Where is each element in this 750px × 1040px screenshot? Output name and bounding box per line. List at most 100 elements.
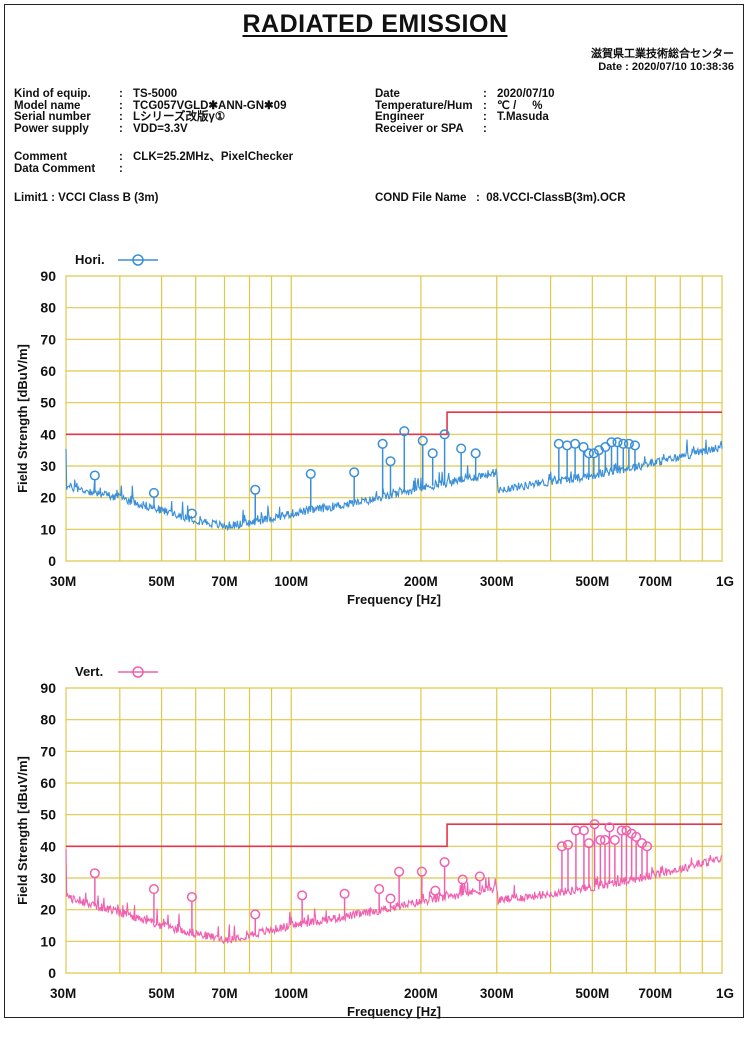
x-tick-label: 1G [716,574,734,589]
y-axis-label: Field Strength [dBuV/m] [15,344,30,493]
y-tick-label: 0 [48,965,56,981]
y-tick-label: 0 [48,553,56,569]
meta-value: TCG057VGLD✱ANN-GN✱09 [133,99,287,112]
y-tick-label: 90 [40,268,56,284]
organization-header: 滋賀県工業技術総合センター Date : 2020/07/10 10:38:36 [591,48,734,74]
peak-marker [457,874,468,885]
y-tick-label: 40 [40,426,56,442]
page-frame [4,4,744,1018]
peak-marker [595,834,606,846]
peak-marker [583,448,594,459]
peak-marker [250,909,261,920]
y-tick-label: 10 [40,933,56,949]
legend-marker [132,254,144,266]
meta-value: VDD=3.3V [133,122,188,135]
peak-marker [583,838,594,849]
peak-marker [439,857,450,868]
x-tick-label: 700M [638,986,672,1001]
peak-marker [89,868,100,879]
limit-info: Limit1 : VCCI Class B (3m) [14,192,159,204]
x-tick-label: 200M [404,574,438,589]
peak-marker [305,468,316,479]
peak-marker [186,508,197,519]
peak-marker [616,825,627,836]
meta-row-temperature: Temperature/Hum: ℃ / % [375,99,543,112]
peak-marker [556,841,567,852]
test-info: Date:2020/07/10 Temperature/Hum: ℃ / % En… [375,88,555,135]
measurement-trace [65,848,723,945]
x-tick-label: 70M [211,986,237,1001]
y-tick-label: 70 [40,743,56,759]
peak-marker [456,443,467,454]
x-axis-label: Frequency [Hz] [347,1004,441,1019]
peak-marker [385,456,396,467]
x-tick-label: 100M [274,986,308,1001]
peak-marker [609,834,620,846]
x-tick-label: 500M [575,986,609,1001]
y-tick-label: 30 [40,458,56,474]
peak-marker [394,866,405,877]
legend-label: Vert. [75,664,103,679]
meta-key: Power supply [14,122,89,135]
x-tick-label: 300M [480,986,514,1001]
peak-marker [562,839,574,850]
y-tick-label: 70 [40,331,56,347]
peak-marker [570,438,581,449]
y-tick-label: 20 [40,902,56,918]
meta-value: ℃ / % [497,99,543,112]
peak-marker [604,822,615,833]
x-axis-label: Frequency [Hz] [347,592,441,607]
meta-row-comment: Comment: CLK=25.2MHz、PixelChecker [14,151,294,163]
measurement-trace [65,439,723,532]
meta-key: Data Comment [14,162,96,175]
peak-marker [339,888,350,899]
peak-marker [578,441,589,453]
x-tick-label: 30M [50,986,76,1001]
x-tick-label: 300M [480,574,514,589]
meta-row-date: Date:2020/07/10 [375,88,555,100]
y-tick-label: 30 [40,870,56,886]
meta-row-power: Power supply: VDD=3.3V [14,122,188,135]
meta-key: Date [375,88,400,100]
y-tick-label: 90 [40,680,56,696]
meta-key: Model name [14,99,81,112]
peak-marker [148,487,159,498]
x-tick-label: 50M [148,986,174,1001]
meta-row-serial: Serial number: Lシリーズ改版γ① [14,111,226,123]
meta-key: Comment [14,151,68,163]
meta-key: Serial number [14,111,91,123]
limit-value: VCCI Class B (3m) [58,192,159,204]
peak-marker [417,435,428,446]
peak-marker [588,448,599,459]
peak-marker [427,448,438,459]
peak-marker [349,467,360,478]
peak-marker [439,429,450,440]
y-tick-label: 20 [40,490,56,506]
y-axis-label: Field Strength [dBuV/m] [15,756,30,905]
comment-info: Comment: CLK=25.2MHz、PixelChecker Data Co… [14,151,294,175]
legend-label: Hori. [75,252,105,267]
peak-marker [623,438,634,449]
y-tick-label: 10 [40,521,56,537]
peak-marker [606,437,617,448]
peak-marker [148,884,159,895]
y-tick-label: 60 [40,775,56,791]
meta-key: Temperature/Hum [375,99,473,112]
peak-marker [618,438,629,449]
x-tick-label: 30M [50,574,76,589]
plot-area [65,687,723,974]
meta-value: Lシリーズ改版γ① [133,111,226,123]
vert-chart: 0 10 20 30 40 50 60 70 80 90 30M 50M 70M 100M 200M 300M… [15,664,734,1019]
x-tick-label: 70M [211,574,237,589]
meta-key: Receiver or SPA [375,122,464,135]
cond-file-key: COND File Name [375,192,467,204]
peak-marker [385,893,396,904]
y-tick-label: 80 [40,712,56,728]
meta-value: TS-5000 [133,88,178,100]
limit-line [66,823,722,848]
peak-marker [470,448,481,459]
legend-marker [132,666,144,678]
cond-file-value: 08.VCCI-ClassB(3m).OCR [486,192,626,204]
peak-marker [186,891,197,903]
meta-row-engineer: Engineer: T.Masuda [375,111,549,123]
